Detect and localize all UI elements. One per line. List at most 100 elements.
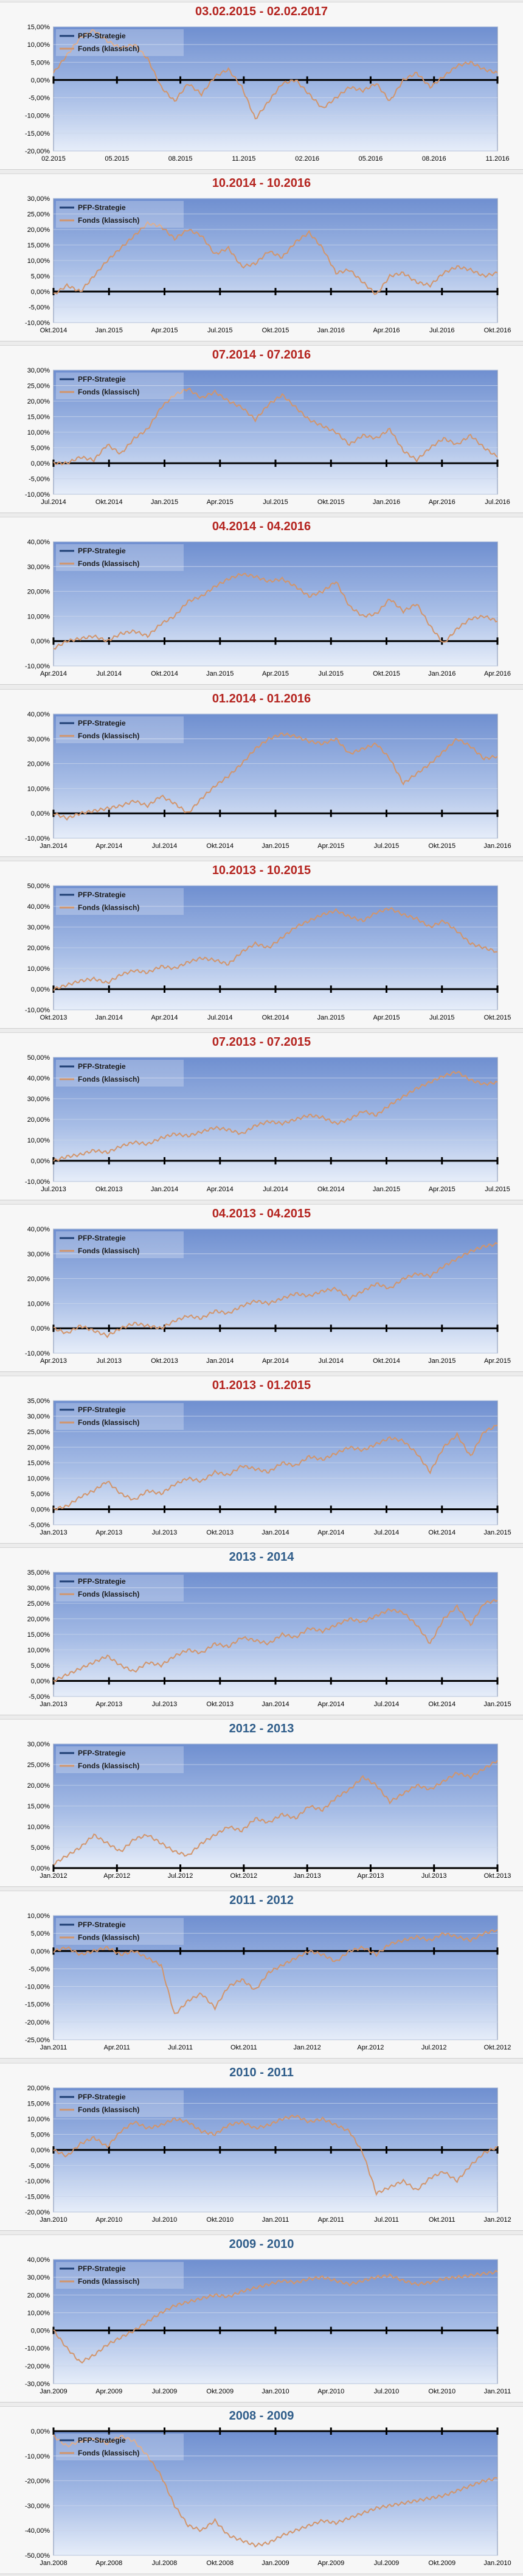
x-tick-label: Apr.2015 xyxy=(429,1186,455,1193)
x-tick-label: Jan.2015 xyxy=(206,670,234,677)
x-tick-label: Okt.2013 xyxy=(151,1357,178,1365)
fund-series-line xyxy=(53,1929,498,2014)
y-tick-label: 0,00% xyxy=(31,1325,50,1332)
x-tick-label: Jan.2012 xyxy=(483,2216,511,2224)
y-tick-label: 10,00% xyxy=(27,613,50,620)
y-tick-label: 0,00% xyxy=(31,1158,50,1165)
x-tick-label: Okt.2010 xyxy=(206,2216,234,2224)
y-tick-label: 5,00% xyxy=(31,1930,50,1937)
x-tick-label: Jul.2011 xyxy=(374,2216,399,2224)
fund-series-line xyxy=(53,732,498,821)
y-tick-label: -30,00% xyxy=(25,2502,50,2510)
chart-title: 2011 - 2012 xyxy=(229,1894,294,1907)
x-tick-label: Jul.2014 xyxy=(263,1186,288,1193)
x-tick-label: Apr.2009 xyxy=(95,2388,122,2395)
legend-box xyxy=(56,2434,184,2460)
y-tick-label: 15,00% xyxy=(27,414,50,421)
x-tick-label: Jan.2015 xyxy=(317,1014,345,1021)
x-tick-label: Jan.2011 xyxy=(40,2044,67,2051)
y-tick-label: 30,00% xyxy=(27,195,50,203)
y-tick-label: -25,00% xyxy=(25,2037,50,2044)
y-tick-label: 10,00% xyxy=(27,1647,50,1654)
y-tick-label: -5,00% xyxy=(29,1693,50,1701)
x-tick-label: Jan.2014 xyxy=(262,1701,289,1708)
legend-strategy-label: PFP-Strategie xyxy=(78,2436,126,2445)
fund-series-line xyxy=(53,29,498,120)
legend: PFP-Strategie Fonds (klassisch) xyxy=(56,1231,184,1258)
x-tick-label: Jan.2016 xyxy=(317,327,345,334)
y-tick-label: -40,00% xyxy=(25,2527,50,2535)
x-tick-label: Apr.2013 xyxy=(95,1701,122,1708)
legend: PFP-Strategie Fonds (klassisch) xyxy=(56,1060,184,1087)
legend-fund-label: Fonds (klassisch) xyxy=(78,216,139,225)
x-tick-label: Okt.2014 xyxy=(373,1357,400,1365)
y-tick-label: -10,00% xyxy=(25,1007,50,1014)
chart-svg: 35,00% 30,00% 25,00% 20,00% 15,00% 10,00% 5,00… xyxy=(27,1398,511,1536)
x-tick-label: Apr.2014 xyxy=(40,670,67,677)
x-tick-label: Jan.2015 xyxy=(95,327,123,334)
y-tick-label: 15,00% xyxy=(27,1803,50,1810)
chart-title: 2010 - 2011 xyxy=(229,2066,294,2079)
x-tick-label: Jan.2014 xyxy=(262,1529,289,1536)
y-tick-label: 30,00% xyxy=(27,564,50,571)
x-tick-label: 02.2016 xyxy=(295,155,319,163)
y-tick-label: 20,00% xyxy=(27,761,50,768)
legend-box xyxy=(56,373,184,399)
chart-panel: 04.2014 - 04.2016 40,00% 30,00% 20,00% 10,00… xyxy=(0,517,523,685)
y-tick-label: 20,00% xyxy=(27,2292,50,2299)
x-tick-label: Jul.2013 xyxy=(41,1186,66,1193)
x-tick-label: Jan.2010 xyxy=(483,2560,511,2567)
legend-strategy-label: PFP-Strategie xyxy=(78,2264,126,2273)
legend: PFP-Strategie Fonds (klassisch) xyxy=(56,373,184,399)
legend-strategy-label: PFP-Strategie xyxy=(78,32,126,40)
plot-area xyxy=(53,2259,498,2384)
y-tick-label: -10,00% xyxy=(25,1350,50,1357)
x-tick-label: Jan.2014 xyxy=(40,842,67,850)
x-tick-label: Okt.2010 xyxy=(428,2388,455,2395)
legend: PFP-Strategie Fonds (klassisch) xyxy=(56,2262,184,2289)
y-tick-label: 35,00% xyxy=(27,1569,50,1577)
y-tick-label: 40,00% xyxy=(27,903,50,911)
plot-area xyxy=(53,1915,498,2040)
legend: PFP-Strategie Fonds (klassisch) xyxy=(56,29,184,56)
legend-box xyxy=(56,888,184,915)
legend-fund-label: Fonds (klassisch) xyxy=(78,1590,139,1598)
legend: PFP-Strategie Fonds (klassisch) xyxy=(56,1403,184,1430)
legend-box xyxy=(56,544,184,571)
y-tick-label: 10,00% xyxy=(27,41,50,49)
x-tick-label: 08.2015 xyxy=(168,155,193,163)
y-tick-label: 25,00% xyxy=(27,1429,50,1436)
y-tick-label: 0,00% xyxy=(31,1678,50,1685)
y-tick-label: 5,00% xyxy=(31,445,50,452)
y-tick-label: 15,00% xyxy=(27,1631,50,1639)
x-tick-label: 05.2015 xyxy=(105,155,129,163)
y-tick-label: -15,00% xyxy=(25,130,50,138)
x-tick-label: Jan.2015 xyxy=(483,1701,511,1708)
y-tick-label: -15,00% xyxy=(25,2194,50,2201)
chart-title: 04.2014 - 04.2016 xyxy=(212,520,311,533)
chart-svg: 0,00% -10,00% -20,00% -30,00% -40,00% -50,00%… xyxy=(25,2427,511,2567)
chart-svg: 20,00% 15,00% 10,00% 5,00% 0,00% -5,00% -10,00… xyxy=(25,2085,511,2224)
y-tick-label: 40,00% xyxy=(27,711,50,718)
y-tick-label: 30,00% xyxy=(27,1585,50,1592)
y-tick-label: 20,00% xyxy=(27,1276,50,1283)
y-tick-label: -20,00% xyxy=(25,2478,50,2485)
legend-fund-label: Fonds (klassisch) xyxy=(78,1418,139,1427)
y-tick-label: -5,00% xyxy=(29,95,50,102)
x-tick-label: Jan.2013 xyxy=(40,1529,67,1536)
x-tick-label: Jul.2014 xyxy=(152,842,178,850)
x-tick-label: Jan.2013 xyxy=(40,1701,67,1708)
legend: PFP-Strategie Fonds (klassisch) xyxy=(56,888,184,915)
legend-fund-label: Fonds (klassisch) xyxy=(78,44,139,53)
legend-fund-label: Fonds (klassisch) xyxy=(78,559,139,568)
y-tick-label: -5,00% xyxy=(29,304,50,312)
x-tick-label: Okt.2012 xyxy=(484,2044,511,2051)
x-tick-label: Apr.2014 xyxy=(262,1357,289,1365)
fund-series-line xyxy=(53,2114,498,2196)
x-tick-label: Okt.2012 xyxy=(230,1872,258,1880)
legend-box xyxy=(56,1060,184,1087)
y-tick-label: 15,00% xyxy=(27,1460,50,1467)
x-tick-label: Apr.2014 xyxy=(151,1014,178,1021)
x-tick-label: Apr.2014 xyxy=(317,1701,344,1708)
legend-box xyxy=(56,1231,184,1258)
